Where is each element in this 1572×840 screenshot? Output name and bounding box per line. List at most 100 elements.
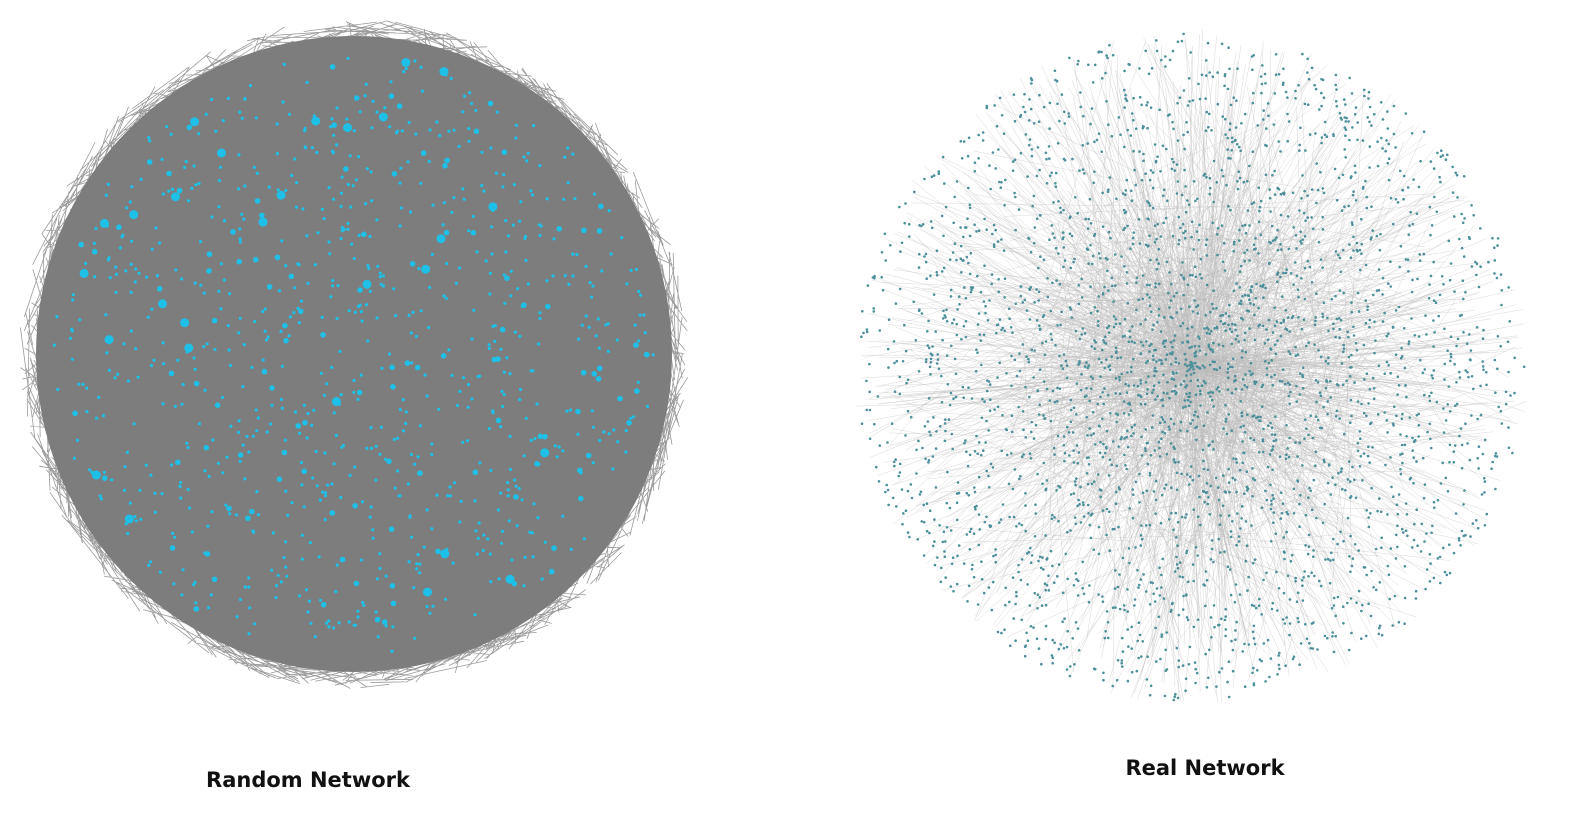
real-network-node	[1336, 383, 1340, 387]
real-network-node	[1019, 578, 1023, 582]
random-network-node	[642, 313, 646, 317]
random-network-node	[180, 277, 184, 281]
random-network-node	[206, 606, 211, 610]
random-network-node	[186, 346, 190, 350]
real-network-node	[1330, 551, 1333, 554]
random-network-node	[105, 224, 109, 228]
random-network-node	[203, 469, 207, 473]
random-network-node	[243, 184, 247, 188]
real-network-node	[1174, 357, 1178, 360]
real-network-node	[1180, 472, 1183, 476]
real-network-node	[1190, 465, 1193, 468]
real-network-node	[1217, 343, 1221, 346]
real-network-node	[1411, 436, 1414, 440]
random-network-node	[241, 384, 245, 389]
random-network-node	[462, 197, 466, 201]
real-network-node	[1287, 394, 1291, 398]
random-network-node	[71, 298, 75, 302]
real-network-node	[1119, 356, 1123, 359]
real-network-node	[1149, 684, 1153, 688]
real-network-node	[1234, 457, 1238, 461]
real-network-node	[980, 577, 984, 581]
real-network-node	[1036, 593, 1040, 596]
real-network-node	[1277, 587, 1281, 590]
real-network-node	[1288, 352, 1292, 356]
real-network-node	[908, 235, 911, 238]
random-network-node	[428, 611, 432, 615]
real-network-node	[931, 345, 934, 348]
random-network-node	[192, 164, 196, 168]
real-network-node	[1154, 512, 1157, 515]
real-network-node	[1069, 408, 1073, 412]
real-network-node	[1155, 39, 1158, 42]
random-network-node	[482, 533, 486, 537]
real-network-node	[1299, 230, 1302, 234]
random-network-node	[209, 593, 213, 597]
real-network-node	[1209, 616, 1213, 619]
real-network-node	[1227, 156, 1230, 160]
real-network-node	[1172, 127, 1175, 131]
random-network-node	[351, 184, 355, 188]
real-network-node	[1169, 442, 1173, 445]
real-network-node	[1357, 589, 1361, 593]
real-network-node	[1045, 584, 1049, 587]
real-network-node	[1169, 417, 1173, 421]
real-network-node	[1152, 388, 1155, 392]
real-network-node	[1411, 546, 1414, 549]
real-network-node	[1464, 291, 1467, 294]
real-network-node	[1037, 290, 1041, 294]
real-network-node	[1223, 84, 1226, 88]
random-network-node	[476, 375, 480, 379]
real-network-node	[1073, 257, 1076, 261]
real-network-node	[977, 441, 981, 444]
real-network-node	[1223, 73, 1227, 76]
random-network-node	[524, 416, 528, 420]
real-network-node	[1368, 461, 1371, 464]
real-network-node	[1316, 418, 1320, 422]
real-network-node	[1064, 552, 1068, 556]
real-network-node	[1247, 643, 1251, 646]
random-network-node	[167, 189, 171, 193]
real-network-node	[1130, 434, 1133, 438]
real-network-node	[1273, 169, 1276, 173]
real-network-node	[1266, 465, 1270, 469]
real-network-node	[1288, 383, 1292, 386]
real-network-node	[982, 300, 986, 303]
random-network-node	[362, 603, 366, 607]
random-network-node	[207, 474, 211, 478]
random-network-node	[295, 181, 299, 185]
random-network-node	[310, 146, 314, 150]
real-network-node	[910, 496, 914, 500]
real-network-node	[894, 302, 898, 305]
real-network-node	[1056, 434, 1060, 438]
real-network-node	[1149, 258, 1152, 262]
random-network-node	[229, 424, 233, 428]
random-network-node	[423, 587, 432, 597]
random-network-node	[518, 219, 522, 223]
real-network-node	[1356, 400, 1360, 403]
real-network-node	[901, 360, 905, 363]
real-network-node	[1062, 236, 1065, 239]
real-network-node	[1455, 380, 1458, 384]
real-network-node	[1090, 107, 1094, 110]
random-network-node	[321, 490, 325, 494]
real-network-node	[1042, 258, 1046, 261]
real-network-node	[1133, 598, 1137, 601]
real-network-node	[1139, 352, 1142, 356]
real-network-node	[1185, 551, 1188, 555]
random-network-node	[487, 346, 491, 351]
real-network-node	[1431, 376, 1434, 380]
real-network-node	[1202, 459, 1205, 463]
real-network-node	[1077, 451, 1081, 454]
real-network-node	[1175, 536, 1178, 539]
real-network-node	[1281, 368, 1285, 372]
real-network-node	[1485, 371, 1488, 374]
random-network-node	[179, 496, 183, 500]
real-network-node	[1148, 523, 1152, 527]
real-network-node	[1376, 140, 1379, 143]
real-network-node	[921, 446, 924, 450]
random-network-node	[114, 265, 118, 269]
real-network-node	[1208, 192, 1211, 196]
random-network-node	[206, 524, 210, 528]
real-network-node	[1374, 547, 1378, 551]
